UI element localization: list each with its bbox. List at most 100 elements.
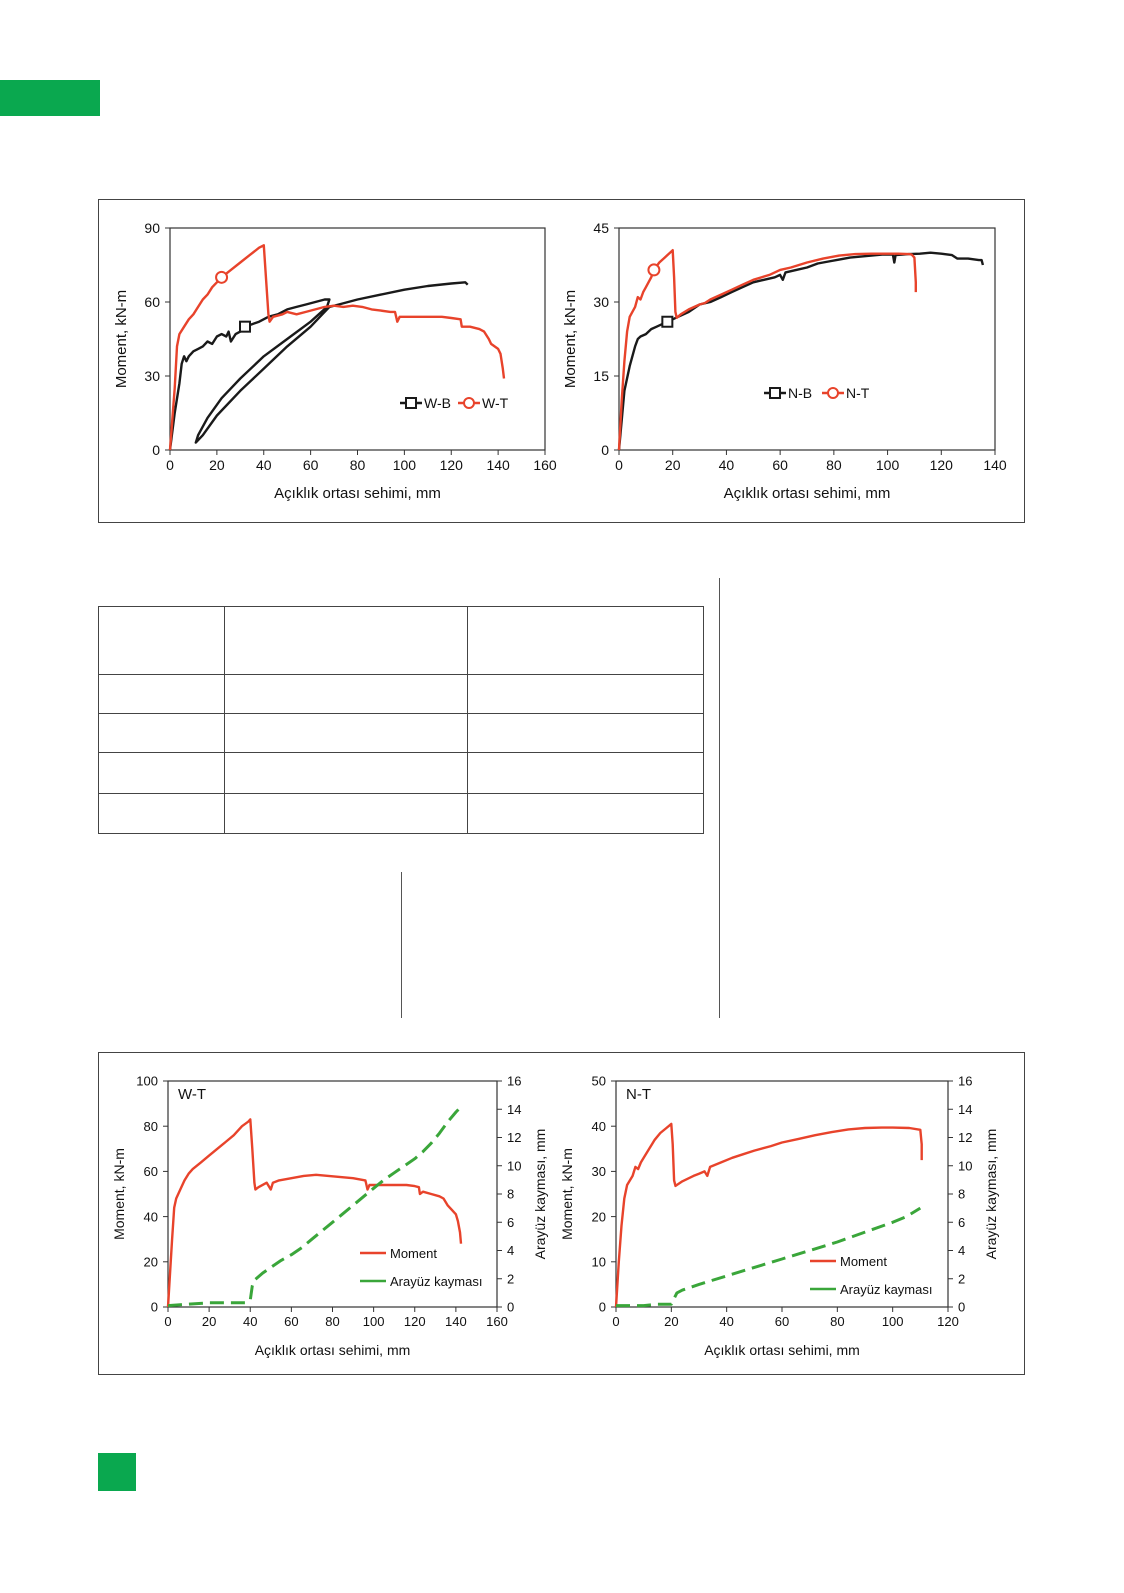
y2-tick-label: 4 xyxy=(958,1243,965,1258)
x-tick-label: 20 xyxy=(209,457,225,473)
table-cell xyxy=(467,606,704,675)
green-page-marker xyxy=(98,1453,136,1491)
column-divider-right xyxy=(719,578,720,1018)
y2-tick-label: 4 xyxy=(507,1243,514,1258)
series-line-w-b xyxy=(168,281,469,451)
y2-axis-label: Arayüz kayması, mm xyxy=(532,1129,548,1260)
x-tick-label: 0 xyxy=(164,1314,171,1329)
x-tick-label: 80 xyxy=(325,1314,339,1329)
x-tick-label: 40 xyxy=(243,1314,257,1329)
table-header-row xyxy=(98,606,704,675)
y-tick-label: 0 xyxy=(152,442,160,458)
x-tick-label: 60 xyxy=(284,1314,298,1329)
legend-label: W-T xyxy=(482,395,509,411)
chart-title: W-T xyxy=(178,1086,206,1103)
series-marker-circle xyxy=(215,270,229,284)
x-tick-label: 100 xyxy=(882,1314,904,1329)
y-tick-label: 0 xyxy=(599,1300,606,1315)
x-tick-label: 100 xyxy=(876,457,900,473)
x-tick-label: 20 xyxy=(202,1314,216,1329)
n-t-slip-chart: 0 20 40 60 80 100 120010203040500246810121416A… xyxy=(559,1074,999,1358)
x-tick-label: 0 xyxy=(166,457,174,473)
y-tick-label: 90 xyxy=(144,220,160,236)
legend-label: Moment xyxy=(840,1254,887,1269)
table-cell xyxy=(467,752,704,794)
moment-deflection-svg: 0 20 40 60 80 100 120 140 160 0 30 60 90 Açıklık orta… xyxy=(113,220,1007,502)
x-tick-label: 60 xyxy=(772,457,788,473)
x-axis-label: Açıklık ortası sehimi, mm xyxy=(724,485,891,502)
y2-tick-label: 2 xyxy=(507,1271,514,1286)
x-tick-label: 40 xyxy=(719,457,735,473)
table-cell xyxy=(98,606,225,675)
x-axis-label: Açıklık ortası sehimi, mm xyxy=(255,1342,411,1358)
legend-marker-square xyxy=(405,397,417,409)
y-tick-label: 30 xyxy=(593,294,609,310)
legend-marker-circle xyxy=(827,387,839,399)
series-line-n-t xyxy=(617,249,917,451)
y-tick-label: 30 xyxy=(592,1164,606,1179)
x-tick-label: 40 xyxy=(719,1314,733,1329)
x-tick-label: 120 xyxy=(937,1314,959,1329)
x-tick-label: 120 xyxy=(440,457,464,473)
table-row xyxy=(98,752,704,794)
y2-tick-label: 2 xyxy=(958,1271,965,1286)
table-cell xyxy=(223,793,469,834)
table-cell xyxy=(98,793,225,834)
legend-label: Moment xyxy=(390,1246,437,1261)
y2-tick-label: 6 xyxy=(507,1215,514,1230)
x-tick-label: 120 xyxy=(930,457,954,473)
series-marker-circle xyxy=(647,263,661,277)
x-axis-label: Açıklık ortası sehimi, mm xyxy=(274,485,441,502)
series-line-w-t xyxy=(168,244,506,451)
x-tick-label: 40 xyxy=(256,457,272,473)
table-cell xyxy=(223,674,469,714)
table-row xyxy=(98,713,704,753)
legend-label: Arayüz kayması xyxy=(390,1274,482,1289)
x-tick-label: 160 xyxy=(486,1314,508,1329)
y-tick-label: 40 xyxy=(144,1209,158,1224)
y2-tick-label: 14 xyxy=(958,1102,972,1117)
x-tick-label: 60 xyxy=(303,457,319,473)
y-tick-label: 20 xyxy=(592,1209,606,1224)
results-table xyxy=(98,606,704,834)
x-tick-label: 160 xyxy=(533,457,557,473)
x-axis-label: Açıklık ortası sehimi, mm xyxy=(704,1342,860,1358)
x-tick-label: 0 xyxy=(615,457,623,473)
green-section-tab xyxy=(0,80,100,116)
table-row xyxy=(98,793,704,834)
plot-area xyxy=(615,1080,949,1308)
y-tick-label: 80 xyxy=(144,1119,158,1134)
y2-tick-label: 8 xyxy=(958,1187,965,1202)
series-line-n-b xyxy=(617,251,985,451)
y-tick-label: 30 xyxy=(144,368,160,384)
x-tick-label: 80 xyxy=(350,457,366,473)
y-tick-label: 0 xyxy=(601,442,609,458)
y-tick-label: 60 xyxy=(144,294,160,310)
series-line-moment xyxy=(166,1118,463,1308)
series-line-aray-z-kaymas- xyxy=(616,1206,922,1308)
y-tick-label: 40 xyxy=(592,1119,606,1134)
y2-tick-label: 0 xyxy=(958,1300,965,1315)
y-axis-label: Moment, kN-m xyxy=(113,290,130,388)
moment-slip-figure: 0 20 40 60 80 100 120 140 160 0 20 40 60 80 100 0 2 4 6 8 10… xyxy=(98,1052,1025,1375)
table-cell xyxy=(223,713,469,753)
series-line-aray-z-kaymas- xyxy=(167,1106,462,1308)
y-tick-label: 10 xyxy=(592,1254,606,1269)
plot-area xyxy=(618,227,996,451)
y2-axis-label: Arayüz kayması, mm xyxy=(983,1129,999,1260)
x-tick-label: 80 xyxy=(830,1314,844,1329)
y-axis-label: Moment, kN-m xyxy=(562,290,579,388)
y2-tick-label: 14 xyxy=(507,1102,521,1117)
y2-tick-label: 10 xyxy=(958,1158,972,1173)
y-tick-label: 100 xyxy=(136,1074,158,1089)
y2-tick-label: 16 xyxy=(507,1074,521,1089)
x-tick-label: 20 xyxy=(664,1314,678,1329)
y-axis-label: Moment, kN-m xyxy=(111,1148,127,1240)
x-tick-label: 80 xyxy=(826,457,842,473)
series-marker-square xyxy=(239,320,251,333)
table-cell xyxy=(223,752,469,794)
column-divider-middle xyxy=(401,872,402,1018)
x-tick-label: 100 xyxy=(393,457,417,473)
y2-tick-label: 12 xyxy=(958,1130,972,1145)
x-tick-label: 140 xyxy=(983,457,1007,473)
